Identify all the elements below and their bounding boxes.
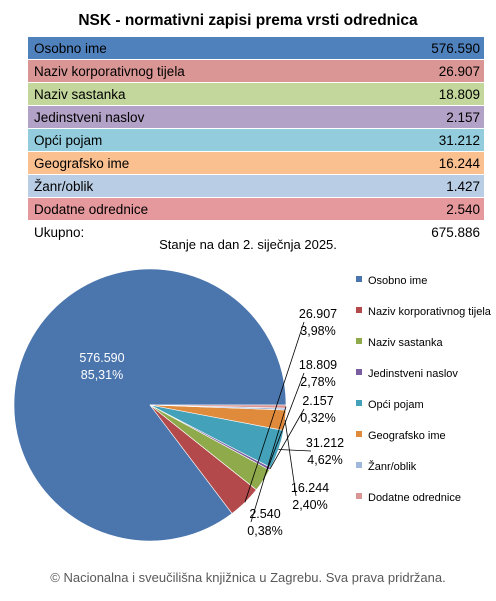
legend-label: Osobno ime <box>368 275 427 287</box>
row-value: 2.157 <box>446 109 480 125</box>
pie-slice <box>13 268 287 542</box>
legend-label: Geografsko ime <box>368 430 446 442</box>
row-value: 18.809 <box>438 86 480 102</box>
leader-line <box>278 449 312 452</box>
table-row: Jedinstveni naslov 2.157 <box>28 106 484 129</box>
legend-swatch <box>356 462 362 468</box>
leader-line <box>250 406 287 523</box>
row-value: 576.590 <box>431 40 480 56</box>
legend-swatch <box>356 369 362 375</box>
table-row: Naziv korporativnog tijela 26.907 <box>28 60 484 83</box>
table-row: Dodatne odrednice 2.540 <box>28 198 484 221</box>
pie-chart: 576.590 85,31% 26.907 3,98% 18.809 2,78% 2.157… <box>13 268 492 542</box>
table-title: NSK - normativni zapisi prema vrsti odre… <box>78 12 418 29</box>
copyright-footer: © Nacionalna i sveučilišna knjižnica u Z… <box>50 570 446 585</box>
legend-label: Dodatne odrednice <box>368 492 461 504</box>
legend-label: Naziv sastanka <box>368 337 443 349</box>
date-note: Stanje na dan 2. siječnja 2025. <box>159 237 337 252</box>
legend-swatch <box>356 400 362 406</box>
leader-line <box>269 408 305 469</box>
data-value-label: 31.212 <box>306 436 344 450</box>
row-value: 2.540 <box>446 201 480 217</box>
row-label: Osobno ime <box>34 40 107 56</box>
data-value-label: 2.157 <box>302 394 333 408</box>
row-label: Dodatne odrednice <box>34 201 149 217</box>
row-value: 16.244 <box>438 155 480 171</box>
legend-swatch <box>356 493 362 499</box>
row-label: Naziv korporativnog tijela <box>34 63 185 79</box>
data-percent-label: 3,98% <box>300 324 335 338</box>
row-label: Jedinstveni naslov <box>34 109 145 125</box>
leader-line <box>284 420 297 497</box>
total-value: 675.886 <box>431 224 480 240</box>
legend-label: Opći pojam <box>368 399 424 411</box>
row-label: Geografsko ime <box>34 155 130 171</box>
row-value: 31.212 <box>438 132 480 148</box>
row-label: Naziv sastanka <box>34 86 126 102</box>
legend-swatch <box>356 431 362 437</box>
leader-line <box>262 372 305 481</box>
data-value-label: 576.590 <box>79 351 124 365</box>
data-percent-label: 0,38% <box>247 524 282 538</box>
leader-line <box>244 321 305 503</box>
data-value-label: 26.907 <box>299 307 337 321</box>
legend-swatch <box>356 276 362 282</box>
data-percent-label: 85,31% <box>81 368 123 382</box>
row-value: 1.427 <box>446 178 480 194</box>
data-percent-label: 2,40% <box>292 498 327 512</box>
legend-swatch <box>356 307 362 313</box>
data-value-label: 2.540 <box>249 507 280 521</box>
table-row: Osobno ime 576.590 <box>28 37 484 60</box>
data-percent-label: 0,32% <box>300 411 335 425</box>
table-row: Opći pojam 31.212 <box>28 129 484 152</box>
table-row: Geografsko ime 16.244 <box>28 152 484 175</box>
total-label: Ukupno: <box>34 224 85 240</box>
legend-label: Naziv korporativnog tijela <box>368 306 492 318</box>
data-percent-label: 2,78% <box>300 375 335 389</box>
legend-label: Žanr/oblik <box>368 460 417 473</box>
data-value-label: 16.244 <box>291 481 329 495</box>
summary-table: Osobno ime 576.590 Naziv korporativnog t… <box>28 37 484 244</box>
data-percent-label: 4,62% <box>307 453 342 467</box>
legend-label: Jedinstveni naslov <box>368 368 458 380</box>
total-row: Ukupno: 675.886 <box>28 221 484 244</box>
row-value: 26.907 <box>438 63 480 79</box>
row-label: Opći pojam <box>34 132 103 148</box>
table-row: Naziv sastanka 18.809 <box>28 83 484 106</box>
table-row: Žanr/oblik 1.427 <box>28 175 484 198</box>
legend-swatch <box>356 338 362 344</box>
row-label: Žanr/oblik <box>34 178 94 194</box>
data-value-label: 18.809 <box>299 358 337 372</box>
